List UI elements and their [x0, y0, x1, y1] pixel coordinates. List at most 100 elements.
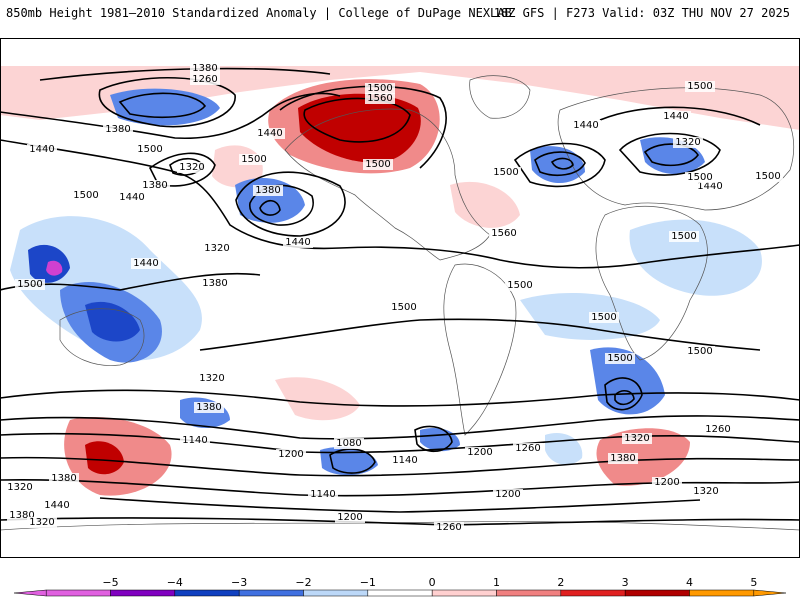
contour-label-bg [673, 137, 703, 148]
contour-label-bg [753, 171, 783, 182]
contour-label: 1380 [196, 402, 221, 413]
contour-label: 1500 [507, 280, 532, 291]
contour-label: 1500 [591, 312, 616, 323]
colorbar-segment [560, 589, 626, 597]
contour-label-bg [685, 346, 715, 357]
contour-label-bg [194, 402, 224, 413]
contour-label: 1500 [755, 171, 780, 182]
contour-1140-low [414, 425, 453, 453]
contour-label: 1380 [105, 124, 130, 135]
contour-1440-south [0, 389, 800, 407]
contour-label-bg [691, 486, 721, 497]
contour-label-bg [434, 522, 464, 533]
colorbar-segment [303, 589, 369, 597]
contour-label: 1440 [44, 500, 69, 511]
contour-1440-south-atlantic-low [604, 377, 643, 411]
contour-label-bg [190, 74, 220, 85]
colorbar-tick-label: −5 [102, 576, 118, 589]
contour-label-bg [15, 279, 45, 290]
strong-negative-anomaly-central-pacific [85, 301, 140, 342]
map-title: 850mb Height 1981–2010 Standardized Anom… [6, 6, 512, 20]
contour-label: 1380 [51, 473, 76, 484]
contour-1380-south-atlantic-low [614, 390, 635, 406]
colorbar-tick-label: 3 [622, 576, 629, 589]
contour-label: 1140 [310, 489, 335, 500]
contour-1500-low [235, 171, 346, 237]
contour-label: 1440 [257, 128, 282, 139]
contour-1500-ridge [279, 85, 447, 169]
contour-label-bg [276, 449, 306, 460]
contour-label: 1500 [687, 346, 712, 357]
contour-label: 1560 [491, 228, 516, 239]
contour-label-bg [190, 63, 220, 74]
contour-1260-south [0, 456, 800, 477]
contour-label: 1080 [336, 438, 361, 449]
contour-label: 1260 [436, 522, 461, 533]
contour-label-bg [695, 181, 725, 192]
contour-label: 1500 [241, 154, 266, 165]
contour-label-bg [197, 373, 227, 384]
contour-label-bg [239, 154, 269, 165]
contour-label-bg [135, 144, 165, 155]
contour-label-bg [200, 278, 230, 289]
colorbar-tick-label: −3 [231, 576, 247, 589]
contour-label-bg [363, 159, 393, 170]
contour-label-bg [605, 353, 635, 364]
contour-1560-ridge [303, 97, 411, 143]
contour-label: 1500 [73, 190, 98, 201]
south-america-outline [443, 263, 517, 436]
contour-label-bg [140, 180, 170, 191]
contour-label-bg [608, 453, 638, 464]
contour-1440-low-center [259, 199, 281, 216]
contour-label: 1140 [392, 455, 417, 466]
contour-label-bg [661, 111, 691, 122]
contour-label: 1320 [693, 486, 718, 497]
contour-1140-south [99, 497, 701, 513]
contour-label-bg [390, 455, 420, 466]
contour-label-bg [308, 489, 338, 500]
contour-label-bg [622, 433, 652, 444]
colorbar-tick-label: 2 [557, 576, 564, 589]
greenland-outline [469, 75, 531, 119]
contour-1200-south [0, 478, 800, 497]
colorbar-min-arrow [13, 589, 47, 597]
australia-outline [59, 308, 145, 366]
contour-label-bg [489, 228, 519, 239]
contour-label: 1500 [17, 279, 42, 290]
contour-label: 1320 [7, 482, 32, 493]
colorbar-segment [689, 589, 755, 597]
contour-label-bg [103, 124, 133, 135]
contour-label-bg [131, 258, 161, 269]
contour-label: 1320 [204, 243, 229, 254]
colorbar-segment [367, 589, 433, 597]
contour-label-bg [335, 512, 365, 523]
positive-anomaly-south-indian [596, 428, 690, 486]
contour-label: 1380 [610, 453, 635, 464]
contour-label: 1260 [515, 443, 540, 454]
contour-label: 1440 [29, 144, 54, 155]
colorbar-segment [496, 589, 562, 597]
contour-label: 1500 [137, 144, 162, 155]
north-america-outline [284, 108, 491, 261]
contour-label-bg [180, 435, 210, 446]
contour-label-bg [71, 190, 101, 201]
contour-label: 1440 [119, 192, 144, 203]
contour-label-bg [334, 438, 364, 449]
contour-label: 1380 [9, 510, 34, 521]
positive-anomaly-atlantic [450, 181, 520, 228]
contour-1320-asia [643, 143, 699, 167]
contour-label: 1320 [179, 162, 204, 173]
contour-label-bg [253, 185, 283, 196]
strong-positive-anomaly-north-america [298, 93, 421, 163]
contour-label: 1380 [142, 180, 167, 191]
contour-label-bg [703, 424, 733, 435]
contour-label: 1380 [192, 63, 217, 74]
contour-1500-tropics [199, 318, 761, 351]
contour-label-bg [389, 302, 419, 313]
contour-label-bg [177, 162, 207, 173]
contour-label: 1500 [493, 167, 518, 178]
contour-1380-europe-low [534, 151, 586, 177]
strong-positive-anomaly-south-pacific [85, 441, 124, 475]
contour-label: 1260 [705, 424, 730, 435]
contour-label: 1320 [675, 137, 700, 148]
